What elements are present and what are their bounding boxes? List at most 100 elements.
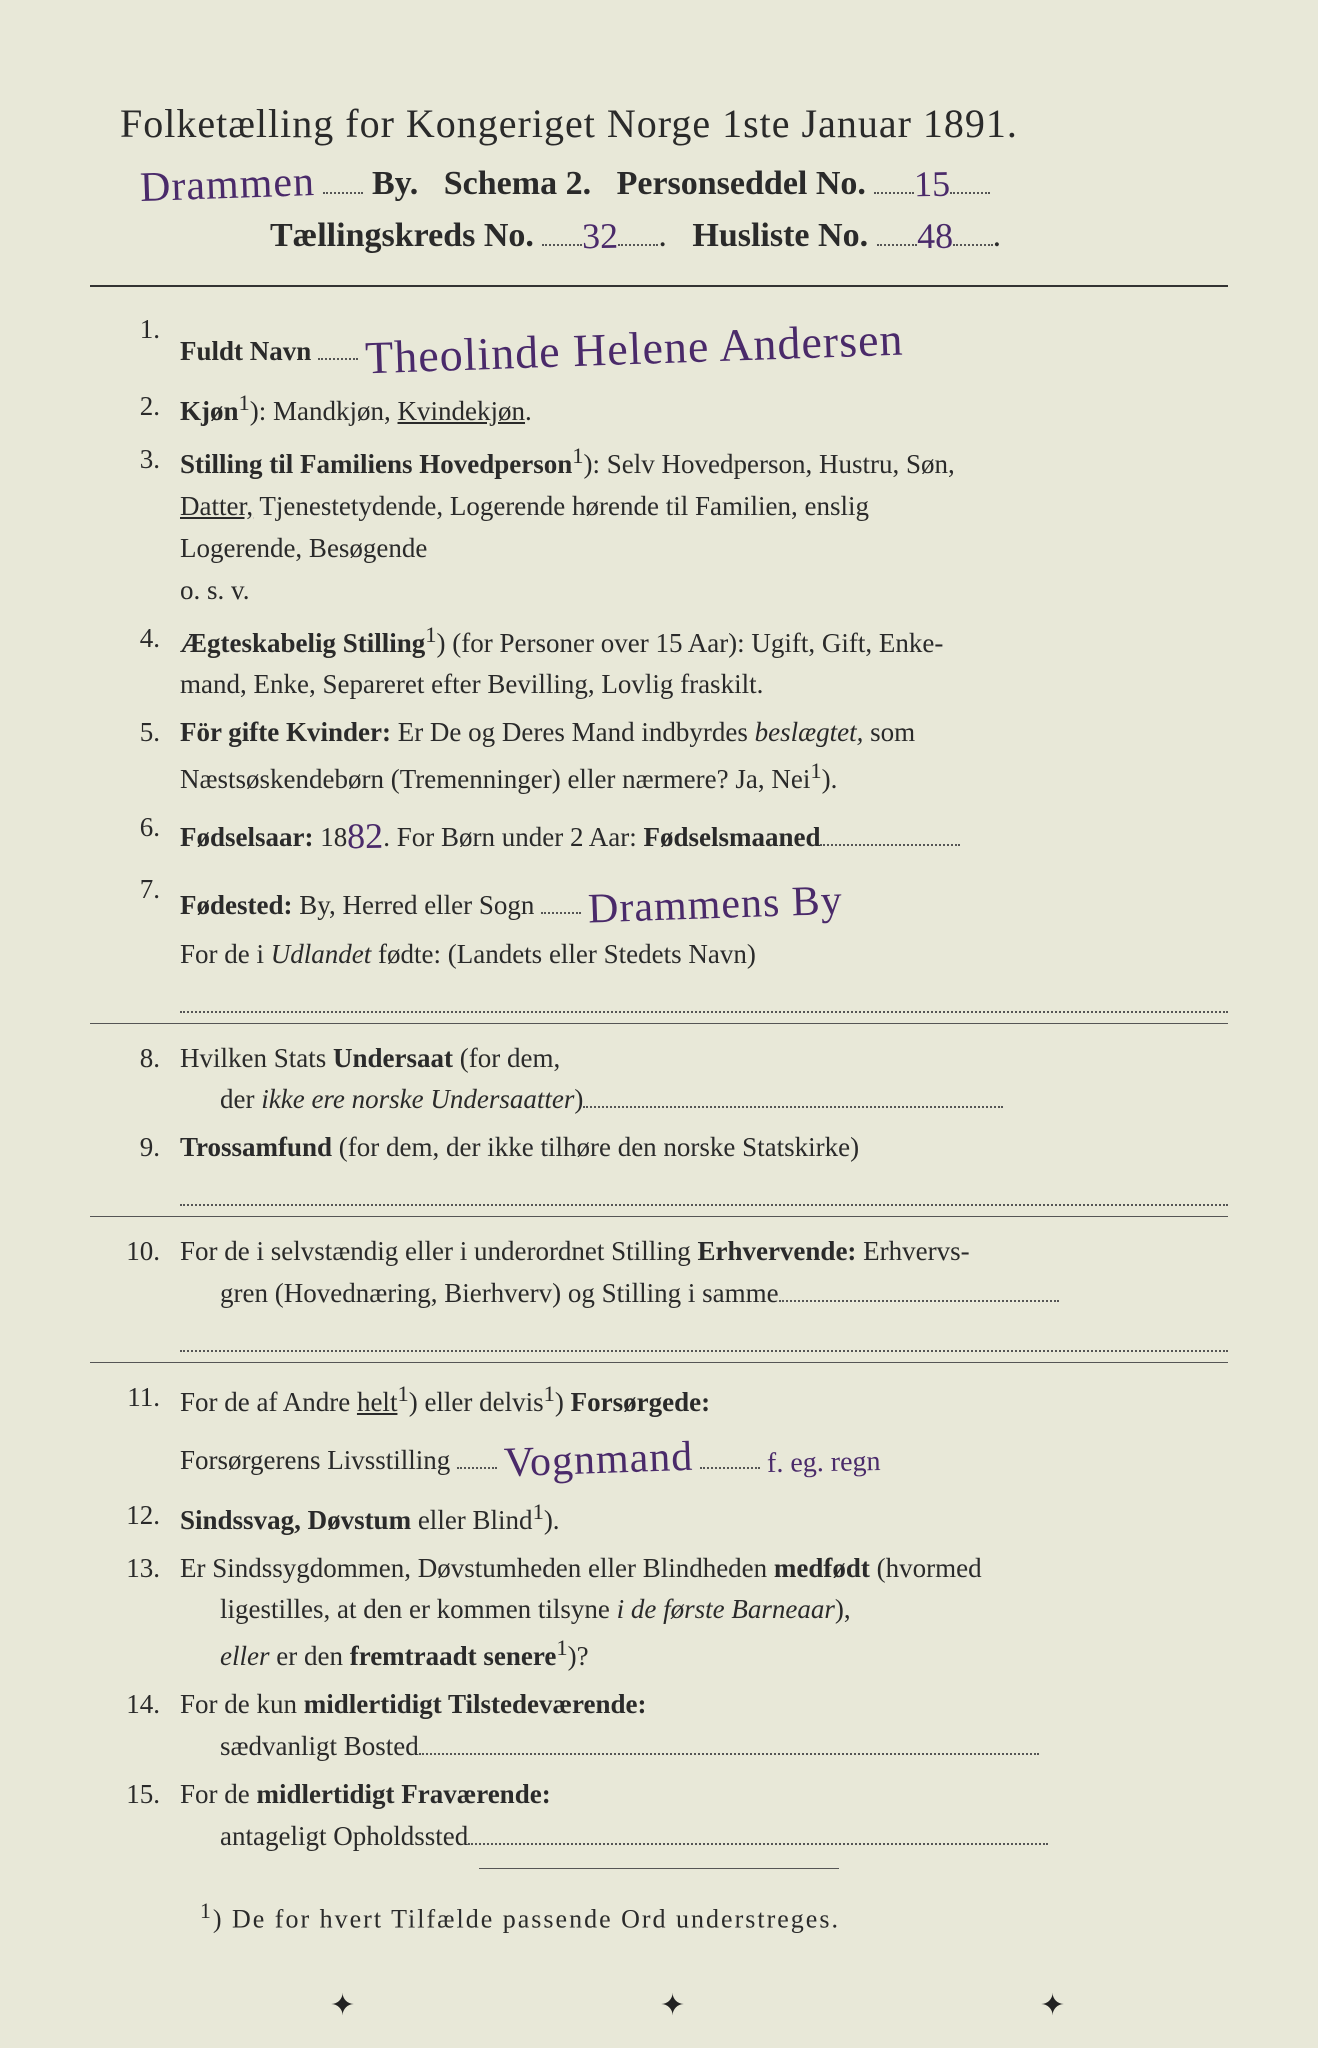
q1-value: Theolinde Helene Andersen [364, 304, 905, 394]
by-label: By. [372, 165, 418, 202]
header-line-1: Drammen By. Schema 2. Personseddel No. 1… [140, 157, 1228, 205]
q5-num: 5. [90, 712, 180, 754]
q5-label: För gifte Kvinder: [180, 717, 391, 747]
q3-line1b: Tjenestetydende, Logerende hørende til F… [253, 491, 869, 521]
q3-line3: o. s. v. [180, 575, 250, 605]
kreds-label: Tællingskreds No. [270, 217, 534, 254]
q11-row: 11. For de af Andre helt1) eller delvis1… [90, 1377, 1228, 1489]
q6-label: Fødselsaar: [180, 822, 313, 852]
q14-text: For de kun [180, 1689, 304, 1719]
footnote: 1) De for hvert Tilfælde passende Ord un… [200, 1899, 1228, 1935]
q8-text1: Hvilken Stats [180, 1043, 333, 1073]
q12-row: 12. Sindssvag, Døvstum eller Blind1). [90, 1495, 1228, 1542]
q2-sup: 1 [239, 390, 250, 415]
q3-sup: 1 [572, 443, 583, 468]
q7-num: 7. [90, 869, 180, 911]
q11-value: Vognmand [503, 1424, 694, 1496]
q11-text1: For de af Andre [180, 1387, 357, 1417]
punch-hole-1: ✦ [330, 1988, 350, 2008]
q4-sup: 1 [425, 622, 436, 647]
q3-row: 3. Stilling til Familiens Hovedperson1):… [90, 439, 1228, 611]
q11-line2: Forsørgerens Livsstilling [180, 1445, 450, 1475]
q6-year: 82 [347, 809, 384, 865]
divider-2 [90, 1216, 1228, 1217]
q8-num: 8. [90, 1038, 180, 1080]
q10-num: 10. [90, 1231, 180, 1273]
divider-3 [90, 1362, 1228, 1363]
divider-1 [90, 1023, 1228, 1024]
q14-row: 14. For de kun midlertidigt Tilstedevære… [90, 1684, 1228, 1768]
q9-num: 9. [90, 1127, 180, 1169]
q13-line2a: ligestilles, at den er kommen tilsyne [220, 1594, 617, 1624]
q5-text2: som [863, 717, 915, 747]
q13-b2: fremtraadt senere [350, 1641, 557, 1671]
city-handwritten: Drammen [139, 158, 316, 212]
divider-top [90, 285, 1228, 287]
q3-line1a: Selv Hovedperson, Hustru, Søn, [607, 449, 955, 479]
q4-row: 4. Ægteskabelig Stilling1) (for Personer… [90, 618, 1228, 707]
q10-text1: For de i selvstændig eller i underordnet… [180, 1236, 697, 1266]
q11-label: Forsørgede: [571, 1387, 710, 1417]
q13-em1: i de første Barneaar [617, 1594, 835, 1624]
q10-row: 10. For de i selvstændig eller i underor… [90, 1231, 1228, 1352]
q5-text1: Er De og Deres Mand indbyrdes [391, 717, 755, 747]
q7-blank [180, 984, 1228, 1013]
q13-b1: medfødt [774, 1553, 870, 1583]
q1-row: 1. Fuldt Navn Theolinde Helene Andersen [90, 309, 1228, 380]
q4-tail: ) (for Personer over 15 Aar): Ugift, Gif… [437, 628, 944, 658]
q14-line2: sædvanligt Bosted [220, 1731, 419, 1761]
q3-selected: Datter, [180, 491, 253, 521]
q8-row: 8. Hvilken Stats Undersaat (for dem, der… [90, 1038, 1228, 1122]
q15-row: 15. For de midlertidigt Fraværende: anta… [90, 1774, 1228, 1858]
q14-label: midlertidigt Tilstedeværende: [304, 1689, 647, 1719]
punch-hole-3: ✦ [1040, 1988, 1060, 2008]
q8-line2b: ) [574, 1084, 583, 1114]
q9-blank [180, 1177, 1228, 1206]
q12-tail: ). [544, 1505, 560, 1535]
q3-label: Stilling til Familiens Hovedperson [180, 449, 572, 479]
q11-text3: ) [555, 1387, 571, 1417]
q6-century: 18 [313, 822, 347, 852]
q8-label: Undersaat [333, 1043, 453, 1073]
q7-em: Udlandet [271, 939, 372, 969]
personseddel-label: Personseddel No. [617, 165, 866, 202]
q5-row: 5. För gifte Kvinder: Er De og Deres Man… [90, 712, 1228, 801]
q11-text2: ) eller delvis [409, 1387, 544, 1417]
q13-sup: 1 [556, 1635, 567, 1660]
q6-tail: . For Børn under 2 Aar: [383, 822, 643, 852]
q13-line3c: )? [568, 1641, 589, 1671]
q9-text: (for dem, der ikke tilhøre den norske St… [332, 1132, 859, 1162]
q2-num: 2. [90, 386, 180, 428]
q12-num: 12. [90, 1495, 180, 1537]
q7-text: By, Herred eller Sogn [292, 890, 534, 920]
kreds-no: 32 [582, 215, 619, 258]
census-form-page: Folketælling for Kongeriget Norge 1ste J… [0, 0, 1318, 2048]
personseddel-no: 15 [914, 163, 951, 206]
q13-row: 13. Er Sindssygdommen, Døvstumheden elle… [90, 1548, 1228, 1679]
q12-sup: 1 [533, 1499, 544, 1524]
footnote-sup: 1 [200, 1899, 213, 1923]
q10-blank [180, 1323, 1228, 1352]
q15-label: midlertidigt Fraværende: [257, 1779, 551, 1809]
q13-line3b: er den [269, 1641, 349, 1671]
q8-line2a: der [220, 1084, 261, 1114]
q1-label: Fuldt Navn [180, 336, 311, 366]
q11-note: f. eg. regn [766, 1440, 880, 1485]
q4-num: 4. [90, 618, 180, 660]
q8-em: ikke ere norske Undersaatter [261, 1084, 574, 1114]
q7-line2b: fødte: (Landets eller Stedets Navn) [371, 939, 756, 969]
q7-line2a: For de i [180, 939, 271, 969]
header-line-2: Tællingskreds No. 32. Husliste No. 48. [270, 213, 1228, 255]
schema-label: Schema 2. [444, 165, 591, 202]
q5-sup: 1 [810, 758, 821, 783]
q13-num: 13. [90, 1548, 180, 1590]
q10-label: Erhvervende: [697, 1236, 856, 1266]
q10-line2: gren (Hovednæring, Bierhverv) og Stillin… [220, 1278, 779, 1308]
husliste-no: 48 [916, 215, 953, 258]
q6-row: 6. Fødselsaar: 1882. For Børn under 2 Aa… [90, 807, 1228, 863]
q11-num: 11. [90, 1377, 180, 1419]
q1-num: 1. [90, 309, 180, 351]
q7-value: Drammens By [587, 868, 844, 942]
q12-text: eller Blind [411, 1505, 532, 1535]
q13-line3a: eller [220, 1641, 269, 1671]
